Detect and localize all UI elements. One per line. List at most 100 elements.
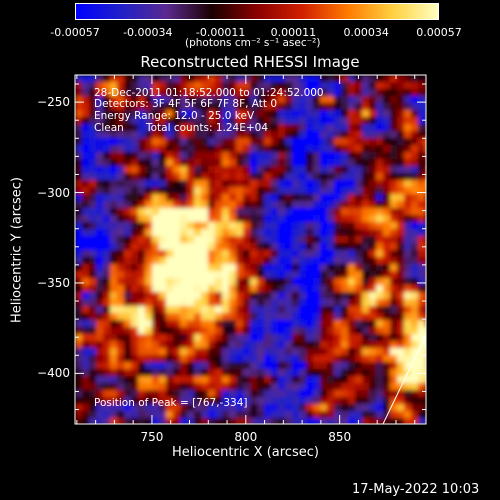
heatmap-cell	[285, 369, 293, 377]
heatmap-cell	[173, 131, 181, 139]
heatmap-cell	[166, 334, 174, 342]
heatmap-cell	[306, 383, 314, 391]
heatmap-cell	[152, 243, 160, 251]
heatmap-cell	[376, 75, 384, 83]
heatmap-cell	[383, 271, 391, 279]
annotation-method: Clean	[94, 122, 124, 134]
heatmap-cell	[82, 320, 90, 328]
heatmap-cell	[180, 89, 188, 97]
heatmap-cell	[208, 390, 216, 398]
heatmap-cell	[236, 180, 244, 188]
heatmap-cell	[159, 348, 167, 356]
heatmap-cell	[180, 236, 188, 244]
heatmap-cell	[313, 264, 321, 272]
heatmap-cell	[397, 264, 405, 272]
heatmap-cell	[257, 96, 265, 104]
heatmap-cell	[75, 250, 83, 258]
heatmap-cell	[320, 348, 328, 356]
heatmap-cell	[383, 208, 391, 216]
heatmap-cell	[229, 341, 237, 349]
heatmap-cell	[159, 152, 167, 160]
heatmap-cell	[103, 355, 111, 363]
heatmap-cell	[285, 117, 293, 125]
heatmap-cell	[131, 355, 139, 363]
heatmap-cell	[362, 362, 370, 370]
heatmap-cell	[292, 250, 300, 258]
heatmap-cell	[320, 75, 328, 83]
heatmap-cell	[180, 376, 188, 384]
heatmap-cell	[383, 103, 391, 111]
heatmap-cell	[250, 145, 258, 153]
heatmap-cell	[96, 201, 104, 209]
heatmap-cell	[250, 152, 258, 160]
heatmap-cell	[222, 75, 230, 83]
heatmap-cell	[264, 362, 272, 370]
heatmap-cell	[313, 215, 321, 223]
heatmap-cell	[124, 341, 132, 349]
heatmap-cell	[285, 341, 293, 349]
heatmap-cell	[348, 166, 356, 174]
heatmap-cell	[292, 194, 300, 202]
heatmap-cell	[313, 222, 321, 230]
heatmap-cell	[362, 411, 370, 419]
heatmap-cell	[320, 145, 328, 153]
heatmap-cell	[166, 180, 174, 188]
heatmap-cell	[152, 166, 160, 174]
heatmap-cell	[362, 264, 370, 272]
heatmap-cell	[411, 194, 419, 202]
heatmap-cell	[369, 334, 377, 342]
heatmap-cell	[180, 187, 188, 195]
heatmap-cell	[138, 341, 146, 349]
heatmap-cell	[362, 89, 370, 97]
heatmap-cell	[117, 320, 125, 328]
heatmap-cell	[159, 89, 167, 97]
heatmap-cell	[411, 397, 419, 405]
heatmap-cell	[383, 194, 391, 202]
heatmap-cell	[299, 145, 307, 153]
heatmap-cell	[369, 271, 377, 279]
heatmap-cell	[103, 418, 111, 424]
heatmap-cell	[355, 103, 363, 111]
heatmap-cell	[96, 236, 104, 244]
heatmap-cell	[75, 82, 83, 90]
heatmap-cell	[292, 327, 300, 335]
heatmap-cell	[180, 166, 188, 174]
heatmap-cell	[285, 236, 293, 244]
heatmap-cell	[215, 131, 223, 139]
heatmap-cell	[250, 173, 258, 181]
heatmap-cell	[96, 250, 104, 258]
heatmap-cell	[299, 138, 307, 146]
heatmap-cell	[110, 362, 118, 370]
heatmap-cell	[383, 348, 391, 356]
heatmap-cell	[292, 376, 300, 384]
heatmap-cell	[194, 117, 202, 125]
heatmap-cell	[187, 194, 195, 202]
heatmap-cell	[369, 285, 377, 293]
heatmap-cell	[138, 411, 146, 419]
heatmap-cell	[348, 362, 356, 370]
heatmap-cell	[194, 264, 202, 272]
heatmap-cell	[215, 215, 223, 223]
heatmap-cell	[166, 194, 174, 202]
heatmap-cell	[362, 166, 370, 174]
heatmap-cell	[341, 313, 349, 321]
heatmap-cell	[390, 166, 398, 174]
heatmap-cell	[390, 82, 398, 90]
heatmap-cell	[201, 96, 209, 104]
heatmap-cell	[313, 173, 321, 181]
heatmap-cell	[278, 264, 286, 272]
heatmap-cell	[103, 292, 111, 300]
heatmap-cell	[264, 159, 272, 167]
heatmap-cell	[194, 397, 202, 405]
heatmap-cell	[278, 383, 286, 391]
heatmap-cell	[285, 222, 293, 230]
heatmap-cell	[362, 82, 370, 90]
heatmap-cell	[390, 96, 398, 104]
heatmap-cell	[145, 369, 153, 377]
heatmap-cell	[348, 124, 356, 132]
heatmap-cell	[201, 278, 209, 286]
heatmap-cell	[194, 166, 202, 174]
heatmap-cell	[75, 138, 83, 146]
heatmap-cell	[320, 285, 328, 293]
heatmap-cell	[89, 194, 97, 202]
